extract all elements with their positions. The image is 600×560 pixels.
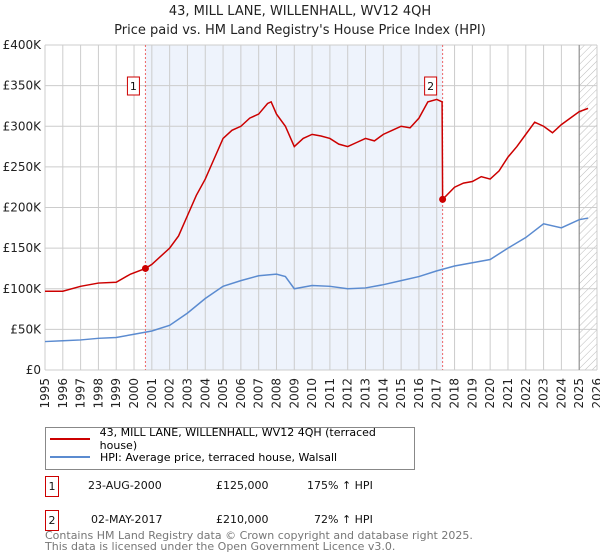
transaction-hpi: 175% ↑ HPI [307, 479, 373, 492]
y-tick-label: £200K [3, 201, 43, 215]
x-tick-label: 2007 [252, 378, 266, 409]
y-tick-label: £300K [3, 119, 43, 133]
x-tick-label: 2005 [216, 378, 230, 409]
x-tick-label: 2012 [341, 378, 355, 409]
transaction-date: 02-MAY-2017 [91, 513, 163, 526]
annotation-box [424, 76, 438, 96]
legend: 43, MILL LANE, WILLENHALL, WV12 4QH (ter… [45, 426, 415, 470]
y-tick-label: £150K [3, 241, 43, 255]
transaction-badge: 2 [45, 510, 59, 531]
x-tick-label: 2002 [163, 378, 177, 409]
footer-line: This data is licensed under the Open Gov… [45, 540, 396, 553]
x-tick-label: 2011 [323, 378, 337, 409]
x-tick-label: 2025 [572, 378, 586, 409]
legend-swatch-blue [50, 456, 90, 458]
x-tick-label: 2016 [412, 378, 426, 409]
x-tick-label: 2022 [519, 378, 533, 409]
x-tick-label: 2018 [448, 378, 462, 409]
transaction-hpi: 72% ↑ HPI [314, 513, 373, 526]
x-tick-label: 1998 [91, 378, 105, 409]
x-tick-label: 2021 [501, 378, 515, 409]
x-tick-label: 2023 [537, 378, 551, 409]
transaction-row: 2 02-MAY-2017 £210,000 72% ↑ HPI [45, 510, 545, 531]
transaction-price: £210,000 [216, 513, 269, 526]
x-tick-label: 2017 [430, 378, 444, 409]
footer-line: Contains HM Land Registry data © Crown c… [45, 529, 473, 542]
series-line [45, 98, 589, 292]
legend-label: 43, MILL LANE, WILLENHALL, WV12 4QH (ter… [99, 426, 376, 452]
legend-swatch-red [50, 438, 90, 440]
x-tick-label: 2001 [145, 378, 159, 409]
x-tick-label: 2013 [359, 378, 373, 409]
y-tick-label: £100K [3, 282, 43, 296]
x-tick-label: 1999 [109, 378, 123, 409]
x-tick-label: 1996 [56, 378, 70, 409]
chart-subtitle: Price paid vs. HM Land Registry's House … [114, 23, 486, 38]
annotation-box [126, 76, 140, 96]
legend-label: HPI: Average price, terraced house, Wals… [100, 450, 338, 464]
x-tick-label: 2015 [394, 378, 408, 409]
x-tick-label: 2010 [305, 378, 319, 409]
y-tick-label: £0 [26, 363, 41, 377]
x-tick-label: 2004 [198, 378, 212, 409]
x-tick-label: 2019 [465, 378, 479, 409]
transaction-date: 23-AUG-2000 [88, 479, 162, 492]
sale-point [141, 264, 149, 272]
x-tick-label: 1995 [38, 378, 52, 409]
x-tick-label: 2006 [234, 378, 248, 409]
x-tick-label: 2020 [483, 378, 497, 409]
x-tick-label: 2009 [287, 378, 301, 409]
x-tick-label: 2014 [376, 378, 390, 409]
x-tick-label: 2000 [127, 378, 141, 409]
sale-point [439, 195, 447, 203]
x-tick-label: 2024 [554, 378, 568, 409]
y-tick-label: £50K [10, 322, 42, 336]
series-line [44, 217, 589, 343]
transaction-badge: 1 [45, 476, 59, 497]
y-tick-label: £250K [3, 160, 43, 174]
x-tick-label: 2003 [180, 378, 194, 409]
footer: Contains HM Land Registry data © Crown c… [45, 530, 473, 552]
x-tick-label: 2008 [269, 378, 283, 409]
y-tick-label: £350K [3, 79, 43, 93]
annotation-label: 1 [130, 80, 137, 93]
y-tick-label: £400K [3, 38, 43, 52]
x-tick-label: 1997 [74, 378, 88, 409]
x-tick-label: 2026 [590, 378, 600, 409]
annotation-label: 2 [427, 80, 434, 93]
chart-title: 43, MILL LANE, WILLENHALL, WV12 4QH [168, 4, 432, 19]
transaction-price: £125,000 [216, 479, 269, 492]
transaction-row: 1 23-AUG-2000 £125,000 175% ↑ HPI [45, 476, 545, 497]
plot-area: 1995 1996 1997 1998 1999 2000 2001 2002 2003 2004… [3, 38, 600, 409]
